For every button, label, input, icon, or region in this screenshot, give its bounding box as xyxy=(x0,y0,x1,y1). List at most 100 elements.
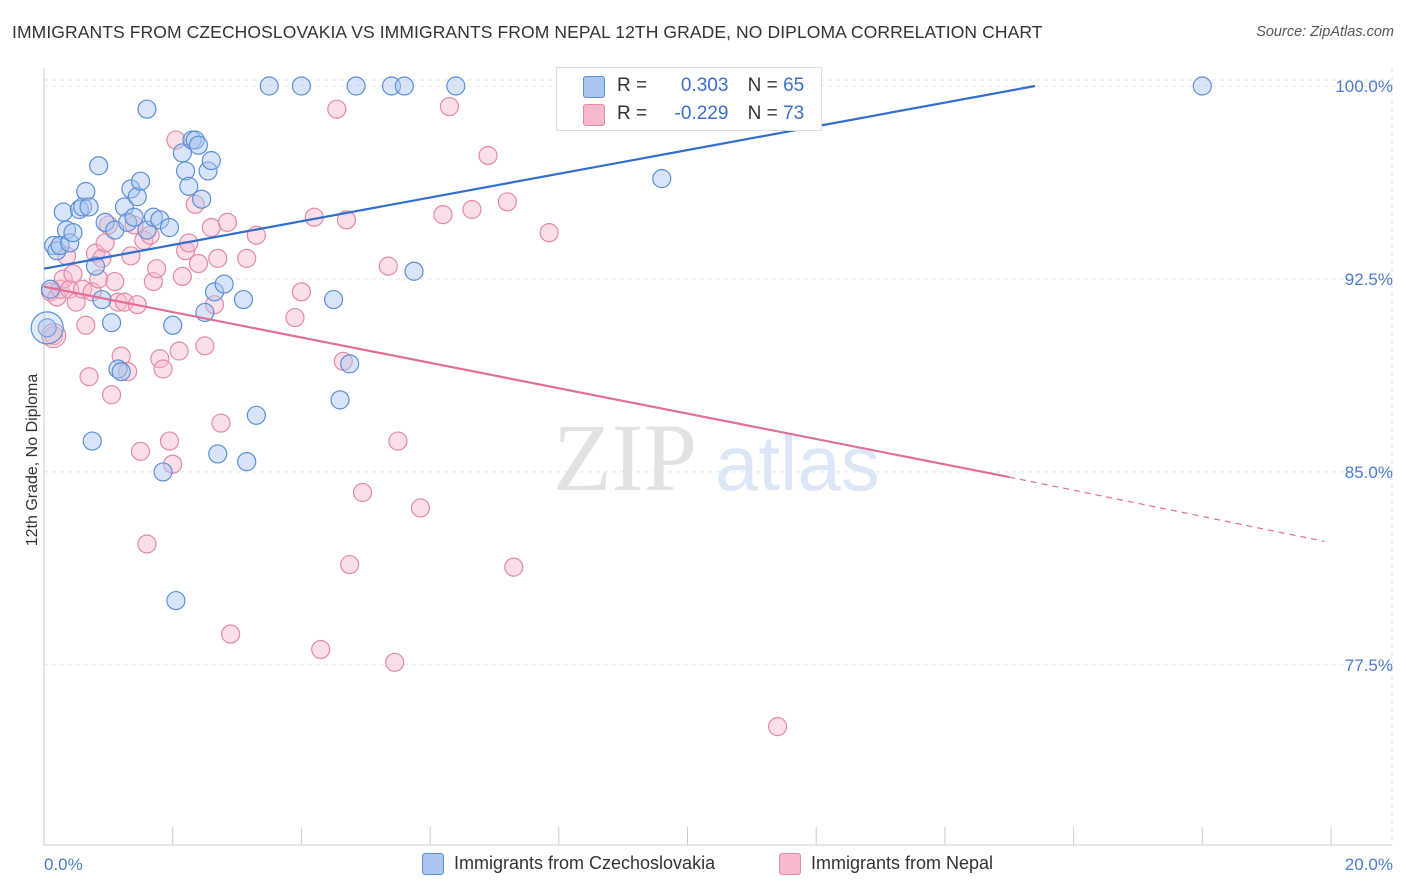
bottom-legend-label: Immigrants from Czechoslovakia xyxy=(454,853,716,873)
point-czechoslovakia xyxy=(394,76,414,96)
point-nepal xyxy=(385,652,405,672)
correlation-legend: R = 0.303 N = 65 R = -0.229 N = 73 xyxy=(556,67,822,131)
point-nepal xyxy=(147,259,167,279)
bottom-legend-label: Immigrants from Nepal xyxy=(811,853,994,873)
point-czechoslovakia xyxy=(1192,76,1212,96)
point-nepal xyxy=(497,192,517,212)
legend-row-nepal: R = -0.229 N = 73 xyxy=(557,101,819,127)
point-czechoslovakia xyxy=(85,256,106,276)
point-czechoslovakia xyxy=(30,311,64,345)
point-nepal xyxy=(311,639,331,660)
legend-n-label: N = xyxy=(747,75,778,96)
point-czechoslovakia xyxy=(53,202,73,222)
point-czechoslovakia xyxy=(166,590,186,611)
point-czechoslovakia xyxy=(208,444,228,464)
legend-n-value: 73 xyxy=(783,103,805,124)
point-czechoslovakia xyxy=(198,161,218,181)
point-czechoslovakia xyxy=(404,261,424,281)
x-tick-label: 0.0% xyxy=(44,855,83,874)
point-czechoslovakia xyxy=(37,318,57,338)
point-czechoslovakia xyxy=(127,187,147,207)
point-nepal xyxy=(105,271,125,292)
tick-labels: 77.5% 85.0% 92.5% 100.0% 0.0% 20.0% xyxy=(44,77,1393,874)
point-czechoslovakia xyxy=(114,197,135,217)
point-czechoslovakia xyxy=(246,405,266,425)
bottom-legend-czechoslovakia: Immigrants from Czechoslovakia xyxy=(422,850,762,876)
point-nepal xyxy=(137,534,157,554)
point-nepal xyxy=(378,256,398,276)
legend-r-value: 0.303 xyxy=(680,75,729,96)
bottom-legend-nepal: Immigrants from Nepal xyxy=(779,850,1039,876)
point-czechoslovakia xyxy=(652,169,672,189)
point-nepal xyxy=(211,413,231,433)
point-czechoslovakia xyxy=(159,217,180,238)
y-axis-title: 12th Grade, No Diploma xyxy=(24,374,41,547)
point-czechoslovakia xyxy=(185,130,205,150)
point-czechoslovakia xyxy=(192,189,212,209)
point-czechoslovakia xyxy=(118,212,138,232)
axes xyxy=(43,68,1392,846)
point-nepal xyxy=(101,385,122,405)
trendline-nepal-extension xyxy=(1009,476,1325,542)
point-czechoslovakia xyxy=(82,431,102,451)
point-czechoslovakia xyxy=(259,76,279,96)
point-nepal xyxy=(53,269,73,289)
point-czechoslovakia xyxy=(446,76,466,96)
point-czechoslovakia xyxy=(79,197,99,217)
y-tick-label: 85.0% xyxy=(1345,463,1393,482)
gridlines xyxy=(44,68,1393,845)
point-czechoslovakia xyxy=(163,315,183,335)
point-nepal xyxy=(201,217,221,238)
watermark-atlas: atlas xyxy=(715,419,880,507)
point-czechoslovakia xyxy=(101,313,122,333)
trendline-czechoslovakia xyxy=(43,84,1036,270)
point-nepal xyxy=(237,248,257,268)
point-czechoslovakia xyxy=(214,274,234,294)
point-czechoslovakia xyxy=(237,452,257,472)
point-czechoslovakia xyxy=(233,289,254,310)
point-nepal xyxy=(76,315,96,335)
point-czechoslovakia xyxy=(188,135,209,155)
point-nepal xyxy=(188,253,209,274)
point-czechoslovakia xyxy=(291,76,311,96)
point-nepal xyxy=(185,194,205,214)
point-nepal xyxy=(439,96,460,117)
x-tick-label: 20.0% xyxy=(1345,855,1393,874)
point-czechoslovakia xyxy=(150,210,170,230)
point-nepal xyxy=(172,266,192,287)
legend-r-value: -0.229 xyxy=(674,103,729,124)
point-czechoslovakia xyxy=(340,354,360,374)
bottom-legend-swatch-blue xyxy=(422,853,444,875)
trendline-nepal xyxy=(43,285,1010,479)
point-czechoslovakia xyxy=(204,282,225,302)
point-nepal xyxy=(478,145,498,166)
point-czechoslovakia xyxy=(130,171,151,191)
y-tick-label: 100.0% xyxy=(1335,77,1393,96)
point-nepal xyxy=(217,212,237,232)
legend-swatch-pink xyxy=(583,104,605,126)
point-nepal xyxy=(159,431,180,451)
point-nepal xyxy=(388,431,408,451)
watermark-zip: ZIP xyxy=(553,404,697,511)
point-nepal xyxy=(462,199,482,220)
point-czechoslovakia xyxy=(179,176,199,196)
y-tick-label: 92.5% xyxy=(1345,270,1393,289)
legend-n-value: 65 xyxy=(783,75,805,96)
y-tick-label: 77.5% xyxy=(1345,656,1393,675)
point-czechoslovakia xyxy=(124,207,144,227)
point-nepal xyxy=(169,341,189,361)
point-czechoslovakia xyxy=(95,212,115,232)
point-czechoslovakia xyxy=(121,179,141,199)
point-czechoslovakia xyxy=(153,462,173,482)
point-nepal xyxy=(504,557,524,577)
point-nepal xyxy=(98,215,118,235)
point-czechoslovakia xyxy=(323,289,344,310)
point-nepal xyxy=(150,349,170,369)
point-nepal xyxy=(410,498,431,518)
point-nepal xyxy=(291,282,311,302)
point-nepal xyxy=(208,248,228,268)
point-nepal xyxy=(153,359,173,379)
point-czechoslovakia xyxy=(60,233,80,253)
point-czechoslovakia xyxy=(44,235,64,256)
